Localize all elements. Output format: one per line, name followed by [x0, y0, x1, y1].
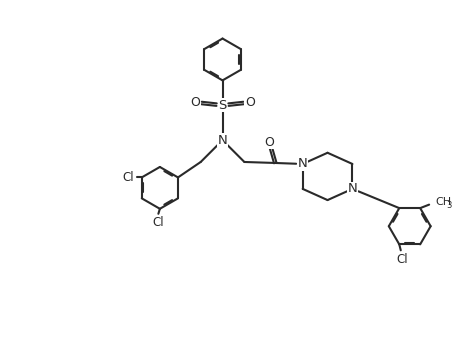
Text: O: O [190, 96, 200, 109]
Text: Cl: Cl [152, 216, 164, 229]
Text: Cl: Cl [122, 171, 134, 184]
Text: S: S [219, 99, 227, 112]
Text: N: N [218, 134, 227, 147]
Text: CH: CH [436, 197, 452, 207]
Text: N: N [348, 182, 357, 195]
Text: N: N [298, 158, 308, 171]
Text: Cl: Cl [396, 253, 408, 266]
Text: O: O [264, 136, 274, 149]
Text: O: O [245, 96, 255, 109]
Text: 3: 3 [446, 201, 452, 210]
